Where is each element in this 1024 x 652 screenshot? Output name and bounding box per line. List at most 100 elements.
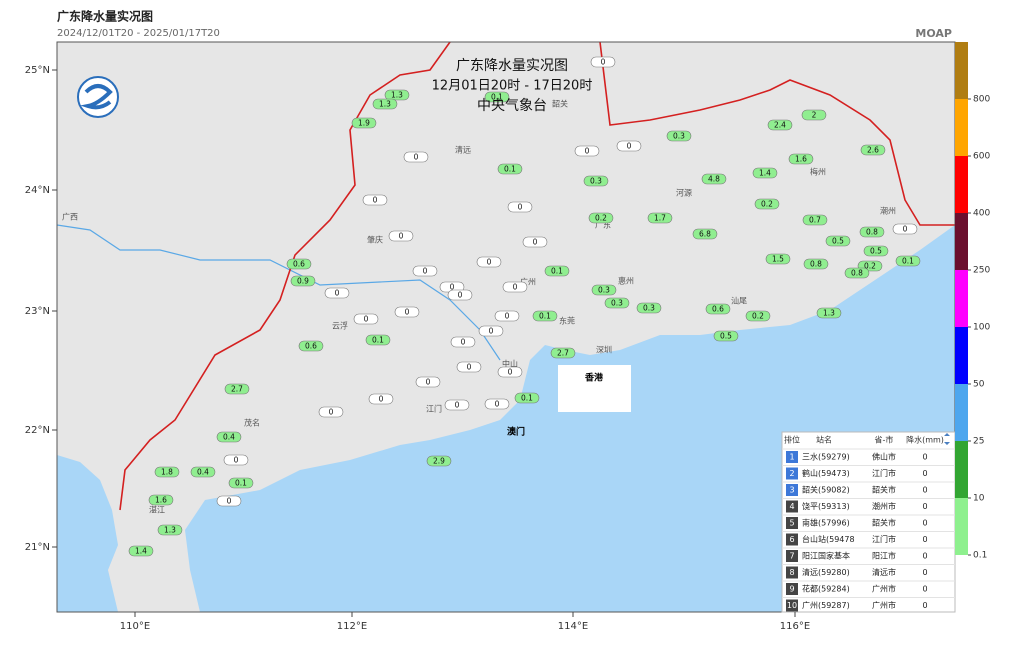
station-badge	[444, 399, 470, 411]
station-value: 0.5	[870, 247, 882, 256]
table-city: 江门市	[872, 534, 896, 544]
station-value: 0.1	[902, 257, 914, 266]
station-badge	[754, 198, 780, 210]
station-value: 0.2	[761, 200, 773, 209]
colorbar-label: 250	[973, 266, 990, 276]
station-value: 0	[513, 283, 518, 292]
station-badge	[497, 366, 523, 378]
lon-label: 112°E	[337, 621, 367, 632]
station-badge	[412, 265, 438, 277]
station-badge	[550, 347, 576, 359]
table-value: 0	[922, 486, 927, 495]
table-header: 站名	[816, 435, 832, 445]
colorbar-segment	[955, 213, 968, 270]
table-rank: 7	[789, 552, 794, 561]
station-badge	[388, 230, 414, 242]
rank-badge	[786, 550, 798, 562]
station-value: 0.7	[809, 216, 821, 225]
station-value: 0	[495, 400, 500, 409]
station-value: 6.8	[699, 230, 711, 239]
place-label: 广州	[520, 277, 536, 287]
station-badge	[368, 393, 394, 405]
logo-mark	[80, 84, 113, 110]
colorbar-segment	[955, 156, 968, 213]
station-badge	[502, 281, 528, 293]
station-badge	[801, 109, 827, 121]
station-badge	[816, 307, 842, 319]
rank-badge	[786, 484, 798, 496]
lat-label: 24°N	[25, 185, 50, 196]
table-rank: 9	[789, 585, 794, 594]
map-title: 广东降水量实况图	[456, 58, 568, 74]
table-header: 省-市	[875, 435, 894, 445]
table-rank: 6	[789, 535, 794, 544]
table-value: 0	[922, 469, 927, 478]
lat-label: 23°N	[25, 306, 50, 317]
lon-label: 116°E	[780, 621, 810, 632]
station-value: 0	[458, 291, 463, 300]
colorbar-label: 25	[973, 437, 984, 447]
table-station: 南雄(57996)	[802, 518, 850, 528]
station-badge	[802, 214, 828, 226]
station-value: 0	[601, 58, 606, 67]
station-badge	[324, 287, 350, 299]
station-badge	[223, 454, 249, 466]
station-value: 0.6	[712, 305, 724, 314]
station-value: 2.6	[867, 146, 879, 155]
station-badge	[353, 313, 379, 325]
station-value: 0.1	[504, 165, 516, 174]
station-badge	[190, 466, 216, 478]
station-badge	[507, 201, 533, 213]
station-value: 0	[585, 147, 590, 156]
place-label: 中山	[502, 359, 518, 369]
station-value: 0.4	[223, 433, 235, 442]
station-badge	[426, 455, 452, 467]
station-badge	[394, 306, 420, 318]
station-badge	[351, 117, 377, 129]
station-badge	[128, 545, 154, 557]
table-value: 0	[922, 519, 927, 528]
lat-label: 21°N	[25, 542, 50, 553]
station-badge	[216, 495, 242, 507]
station-badge	[636, 302, 662, 314]
station-value: 0	[455, 401, 460, 410]
station-badge	[228, 477, 254, 489]
station-badge	[522, 236, 548, 248]
station-badge	[705, 303, 731, 315]
table-station: 鹤山(59473)	[802, 468, 850, 478]
place-label: 茂名	[244, 418, 260, 428]
colorbar-segment	[955, 270, 968, 327]
table-rank: 2	[789, 469, 794, 478]
station-badge	[318, 406, 344, 418]
station-value: 0	[329, 408, 334, 417]
station-badge	[365, 334, 391, 346]
place-label: 湛江	[149, 506, 165, 515]
table-value: 0	[922, 453, 927, 462]
table-value: 0	[922, 552, 927, 561]
sort-icon	[944, 433, 950, 445]
station-value: 0	[364, 315, 369, 324]
header-title: 广东降水量实况图	[57, 9, 153, 24]
table-rank: 5	[789, 519, 794, 528]
station-badge	[478, 325, 504, 337]
table-rank: 3	[789, 486, 794, 495]
station-badge	[844, 267, 870, 279]
table-station: 韶关(59082)	[802, 485, 850, 495]
station-badge	[497, 163, 523, 175]
table-city: 江门市	[872, 468, 896, 478]
station-badge	[574, 145, 600, 157]
colorbar-label: 10	[973, 494, 985, 504]
station-badge	[860, 144, 886, 156]
station-value: 0.3	[643, 304, 655, 313]
table-value: 0	[922, 601, 927, 610]
station-value: 1.4	[135, 547, 147, 556]
place-label: 潮州	[880, 206, 896, 216]
table-rank: 4	[789, 502, 794, 511]
station-value: 0.8	[851, 269, 863, 278]
place-label: 清远	[455, 145, 471, 155]
colorbar-segment	[955, 99, 968, 156]
station-badge	[286, 258, 312, 270]
rank-badge	[786, 533, 798, 546]
station-value: 0.3	[590, 177, 602, 186]
